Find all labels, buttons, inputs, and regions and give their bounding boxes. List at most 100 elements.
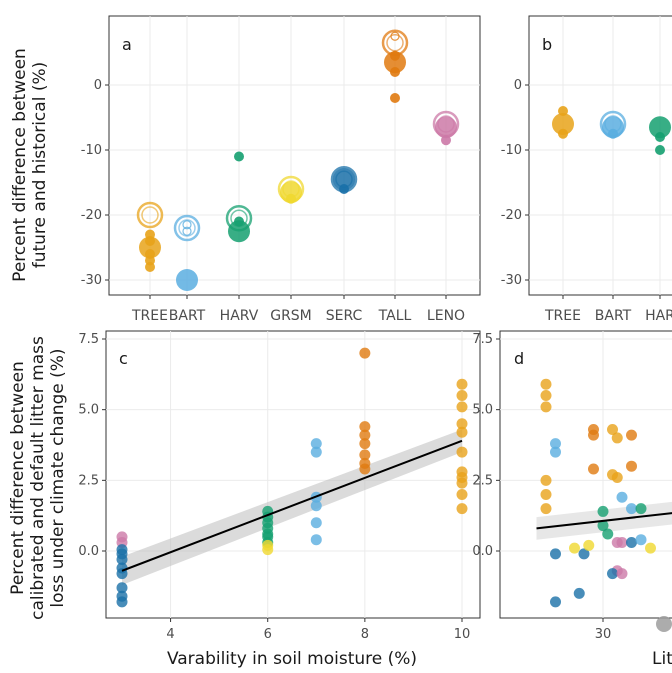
panel-d-point [550, 446, 561, 458]
panel-c-point [310, 438, 322, 450]
panel-a-point-ring-inner [178, 219, 196, 237]
panel-b-category-label: HAR [645, 308, 672, 324]
panel-c-point [116, 582, 128, 594]
panel-a-point-mean [228, 220, 250, 243]
panel-c-point [456, 503, 468, 515]
panel-c-point [310, 500, 322, 512]
panel-a-ytick-label: -20 [81, 208, 102, 223]
y-axis-label-bottom: Percent difference between calibrated an… [8, 328, 72, 628]
panel-d-point [588, 463, 599, 475]
panel-b-point [655, 145, 665, 155]
panel-a-point [339, 184, 349, 194]
panel-d-point [540, 488, 552, 500]
panel-d-point [540, 378, 552, 390]
panel-d-plot-area [536, 378, 672, 608]
panel-d-point [540, 503, 552, 515]
panel-a-point-mean [435, 116, 457, 139]
panel-d-point [607, 568, 618, 580]
panel-c-point [262, 544, 274, 556]
panel-b-label: b [542, 35, 552, 54]
panel-d-point [540, 390, 552, 402]
y-axis-label-top-line1: Percent difference between [10, 48, 30, 282]
panel-d-point [550, 596, 561, 608]
panel-d-point [569, 542, 580, 554]
panel-b-point [608, 128, 618, 139]
panel-d-point [540, 474, 552, 486]
panel-c-point [359, 463, 371, 475]
panel-a-point-small-ring [182, 226, 192, 236]
panel-c-point [359, 429, 371, 441]
panel-a-point-small-ring [182, 220, 192, 230]
panel-c-point [456, 426, 468, 438]
panel-d-point [635, 503, 647, 515]
panel-d-point [626, 537, 637, 549]
panel-c-ytick-label: 2.5 [78, 473, 99, 488]
panel-c-point [116, 553, 128, 565]
panel-d-point [583, 539, 595, 551]
panel-d-trend-line [536, 512, 672, 530]
panel-a-frame [108, 15, 481, 296]
panel-c-point [456, 418, 468, 430]
panel-a-point-mean [139, 236, 161, 259]
panel-a-point [390, 67, 400, 77]
panel-d-frame [499, 330, 672, 619]
panel-d-point [597, 520, 609, 532]
panel-d-grey-marker [656, 616, 672, 632]
panel-b-ytick-label: -20 [501, 208, 522, 223]
panel-d-ytick-label: 0.0 [472, 544, 493, 559]
panel-c-point [310, 446, 322, 458]
panel-d-point [626, 460, 637, 472]
panel-a-point [441, 135, 451, 146]
panel-a-point [145, 236, 155, 246]
panel-a-point-mean [280, 181, 302, 204]
panel-c-xtick-label: 6 [264, 627, 272, 642]
y-axis-label-top: Percent difference between future and hi… [10, 45, 54, 285]
panel-d-point [626, 503, 637, 515]
panel-c-xtick-label: 10 [454, 627, 471, 642]
panel-c-point [359, 449, 371, 461]
panel-a-point [286, 193, 296, 204]
panel-d-point [578, 548, 590, 560]
panel-c-xtick-label: 8 [361, 627, 369, 642]
panel-b-category-label: BART [595, 308, 632, 324]
panel-d-point [588, 429, 599, 441]
panel-b-point-mean [602, 116, 624, 139]
panel-a-ytick-label: -30 [81, 273, 102, 288]
panel-b-point-mean [649, 116, 671, 139]
panel-d-point [602, 528, 614, 540]
x-axis-label-d: Lit [652, 649, 672, 669]
panel-a-point [390, 50, 400, 61]
panel-d-ytick-label: 5.0 [472, 403, 493, 418]
panel-b-ytick-label: -10 [501, 143, 522, 158]
panel-d-point [611, 432, 623, 444]
panel-a-point-ring [173, 214, 201, 242]
panel-a-point-mean [384, 51, 406, 74]
panel-a-point [234, 216, 244, 227]
y-axis-label-bottom-line1: Percent difference between [8, 361, 28, 595]
panel-b-frame [528, 15, 672, 296]
panel-c-ytick-label: 0.0 [78, 544, 99, 559]
panel-a-category-label: HARV [220, 308, 259, 324]
panel-d-point [607, 423, 618, 435]
panel-b-ytick-label: -30 [501, 273, 522, 288]
panel-d-xtick-label: 30 [595, 627, 612, 642]
panel-c-point [456, 446, 468, 458]
panel-c-point [456, 488, 468, 500]
panel-a-category-label: SERC [326, 308, 363, 324]
panel-c-trend-line [121, 439, 463, 572]
panel-a-point [145, 262, 155, 272]
panel-c-point [310, 517, 322, 529]
panel-d-point [616, 568, 628, 580]
panel-a-point-mean [176, 269, 198, 291]
panel-a-category-label: BART [169, 308, 206, 324]
panel-b-ytick-label: 0 [514, 78, 522, 93]
panel-a-point-mean [333, 168, 355, 191]
panel-a-point [390, 93, 400, 103]
panel-c-point [456, 401, 468, 413]
panel-d-point [616, 491, 628, 503]
panel-c-point [116, 568, 128, 580]
panel-c-confidence-band [122, 429, 462, 585]
panel-d-point [626, 429, 637, 441]
panel-a-point [234, 151, 244, 162]
